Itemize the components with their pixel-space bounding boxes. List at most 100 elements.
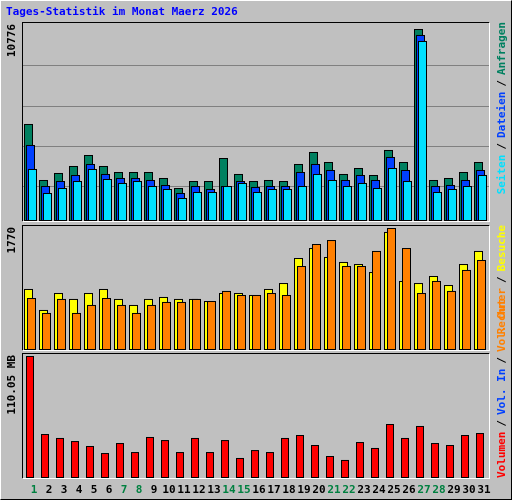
bar [388, 167, 397, 222]
x-tick-label: 17 [267, 483, 280, 496]
bar [433, 191, 442, 222]
bar [206, 452, 214, 479]
legend-separator: / [495, 143, 508, 150]
x-tick-label: 31 [477, 483, 491, 496]
bar [88, 168, 97, 221]
legend-entry: Volumen [495, 432, 508, 478]
x-tick-label: 7 [121, 483, 128, 496]
bar [41, 434, 49, 479]
bar [266, 452, 274, 479]
legend-entry: Vol. In [495, 369, 508, 415]
bar [313, 173, 322, 222]
bar [358, 182, 367, 221]
bar [43, 193, 52, 222]
y-tick-label: 1770 [5, 227, 18, 254]
legend: Seiten / Dateien / Anfragen [495, 22, 508, 194]
panel-shadow [22, 225, 490, 351]
chart-title: Tages-Statistik im Monat Maerz 2026 [6, 5, 238, 18]
legend-entry: Besuche [495, 225, 508, 272]
legend-separator: / [495, 80, 508, 87]
bar [253, 191, 262, 222]
bar [72, 312, 81, 351]
bar [356, 442, 364, 478]
x-tick-label: 10 [162, 483, 175, 496]
bar [251, 450, 259, 479]
panel-shadow [22, 22, 490, 222]
bar [208, 191, 217, 222]
bar [237, 294, 246, 351]
bar [87, 304, 96, 350]
bar [161, 440, 169, 478]
bar [327, 240, 336, 350]
panel-highlight [22, 225, 490, 351]
bar [223, 186, 232, 222]
bar [57, 298, 66, 350]
bar [42, 312, 51, 351]
bar [193, 191, 202, 222]
bar [103, 179, 112, 222]
x-tick-label: 21 [327, 483, 341, 496]
x-tick-label: 29 [447, 483, 460, 496]
x-tick-label: 8 [136, 483, 143, 496]
legend-entry: Vol. Out [495, 299, 508, 352]
x-tick-label: 11 [177, 483, 191, 496]
bar [448, 188, 457, 222]
legend-separator: / [495, 357, 508, 364]
bar [476, 433, 484, 478]
bar [417, 293, 426, 351]
bar [463, 186, 472, 222]
bar [27, 298, 36, 350]
bar [372, 250, 381, 351]
bar [298, 186, 307, 222]
bar [26, 356, 34, 478]
bar [342, 266, 351, 350]
bar [268, 188, 277, 222]
bar [176, 452, 184, 479]
legend: Rechner / Besuche [495, 225, 508, 335]
legend-entry: Rechner [495, 288, 508, 335]
x-tick-label: 19 [297, 483, 310, 496]
bar [101, 453, 109, 478]
bar [207, 301, 216, 350]
x-tick-label: 24 [372, 483, 386, 496]
x-tick-label: 5 [91, 483, 98, 496]
bar [117, 304, 126, 350]
bar [312, 243, 321, 350]
legend-separator: / [495, 276, 508, 283]
bar [416, 425, 424, 478]
bar [402, 248, 411, 350]
x-tick-label: 22 [342, 483, 355, 496]
panel-shadow [22, 353, 490, 479]
bar [102, 298, 111, 350]
x-tick-label: 30 [462, 483, 475, 496]
bar [192, 298, 201, 350]
bar [71, 441, 79, 479]
x-tick-label: 23 [357, 483, 370, 496]
bar [222, 290, 231, 351]
bar [343, 186, 352, 222]
y-tick-label: 10776 [5, 24, 18, 57]
bar [328, 179, 337, 221]
bar [447, 290, 456, 351]
bar [373, 188, 382, 221]
x-tick-label: 2 [46, 483, 53, 496]
x-tick-label: 20 [312, 483, 325, 496]
bar [297, 266, 306, 350]
bar [236, 457, 244, 478]
x-tick-label: 12 [192, 483, 205, 496]
bar [386, 424, 394, 478]
bar [163, 188, 172, 222]
panel-highlight [22, 353, 490, 479]
bar [221, 440, 229, 478]
bar [191, 437, 199, 478]
bar [146, 436, 154, 478]
bar [178, 198, 187, 221]
legend-entry: Anfragen [495, 22, 508, 75]
bar [418, 40, 427, 221]
bar [133, 181, 142, 221]
x-tick-label: 3 [61, 483, 68, 496]
bar [296, 434, 304, 478]
bar [58, 188, 67, 221]
bar [131, 452, 139, 479]
